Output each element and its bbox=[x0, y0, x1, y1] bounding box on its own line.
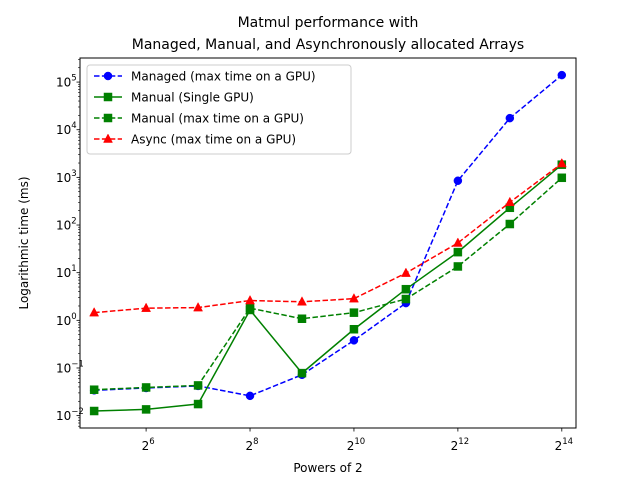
data-point-series-3 bbox=[453, 262, 463, 271]
data-point-series-1 bbox=[505, 113, 515, 123]
data-point-series-2 bbox=[453, 247, 463, 257]
data-point-series-2 bbox=[141, 405, 151, 414]
plot-area-frame bbox=[79, 57, 577, 429]
data-point-series-4 bbox=[452, 237, 463, 247]
data-point-series-2 bbox=[349, 324, 359, 334]
data-point-series-2 bbox=[297, 368, 307, 378]
data-point-series-4 bbox=[400, 267, 411, 277]
series-line-4 bbox=[94, 162, 563, 314]
x-tick-label: 26 bbox=[142, 437, 155, 453]
data-point-series-4 bbox=[193, 302, 203, 312]
y-tick-label: 102 bbox=[56, 217, 77, 233]
data-point-series-2 bbox=[89, 406, 99, 416]
y-tick-label: 10−2 bbox=[56, 407, 84, 423]
y-tick-label: 10−1 bbox=[56, 359, 84, 375]
data-point-series-3 bbox=[349, 308, 359, 317]
chart-title-line-2: Managed, Manual, and Asynchronously allo… bbox=[132, 37, 524, 53]
y-tick-label: 100 bbox=[56, 312, 77, 328]
data-point-series-3 bbox=[557, 173, 567, 183]
data-point-series-3 bbox=[89, 385, 99, 394]
data-point-series-1 bbox=[557, 70, 567, 80]
y-tick-label: 105 bbox=[56, 74, 77, 90]
legend-marker-3 bbox=[103, 113, 113, 123]
data-point-series-4 bbox=[245, 295, 255, 305]
data-point-series-1 bbox=[453, 176, 463, 185]
data-point-series-3 bbox=[141, 383, 151, 392]
data-point-series-1 bbox=[349, 336, 359, 345]
series-line-3 bbox=[94, 177, 563, 391]
data-point-series-3 bbox=[193, 381, 203, 390]
x-tick-label: 212 bbox=[451, 437, 469, 453]
y-axis-label: Logarithmic time (ms) bbox=[17, 176, 31, 309]
data-point-series-1 bbox=[245, 391, 255, 401]
legend-marker-2 bbox=[103, 92, 113, 102]
y-axis: 10−2 10−1 100 101 102 103 104 105 bbox=[56, 59, 84, 427]
data-point-series-3 bbox=[401, 294, 411, 304]
series-layer bbox=[89, 70, 567, 416]
legend-box bbox=[86, 64, 352, 155]
y-tick-label: 101 bbox=[56, 264, 77, 280]
chart-title-line-1: Matmul performance with bbox=[238, 15, 419, 31]
series-line-2 bbox=[94, 164, 563, 412]
x-tick-label: 210 bbox=[347, 437, 365, 453]
legend-label-1: Managed (max time on a GPU) bbox=[131, 70, 316, 84]
x-axis: 26 28 210 212 214 bbox=[142, 428, 573, 453]
legend-label-3: Manual (max time on a GPU) bbox=[131, 112, 304, 126]
x-tick-label: 214 bbox=[555, 437, 573, 453]
y-tick-label: 104 bbox=[56, 121, 77, 137]
data-point-series-3 bbox=[505, 219, 515, 229]
data-point-series-2 bbox=[193, 399, 203, 409]
data-point-series-2 bbox=[401, 284, 411, 294]
legend-marker-4 bbox=[103, 133, 113, 143]
x-tick-label: 28 bbox=[245, 437, 258, 453]
data-point-series-4 bbox=[556, 158, 567, 168]
legend-marker-1 bbox=[103, 71, 113, 81]
legend-label-2: Manual (Single GPU) bbox=[131, 91, 254, 105]
legend-label-4: Async (max time on a GPU) bbox=[131, 133, 296, 147]
data-point-series-4 bbox=[89, 307, 100, 317]
y-tick-label: 103 bbox=[56, 169, 77, 185]
data-point-series-4 bbox=[141, 302, 152, 312]
legend: Managed (max time on a GPU) Manual (Singl… bbox=[86, 64, 352, 155]
data-point-series-4 bbox=[297, 296, 307, 306]
data-point-series-3 bbox=[245, 303, 255, 313]
data-point-series-3 bbox=[297, 314, 307, 323]
x-axis-label: Powers of 2 bbox=[293, 461, 362, 475]
data-point-series-4 bbox=[349, 293, 359, 303]
data-point-series-4 bbox=[504, 196, 515, 207]
